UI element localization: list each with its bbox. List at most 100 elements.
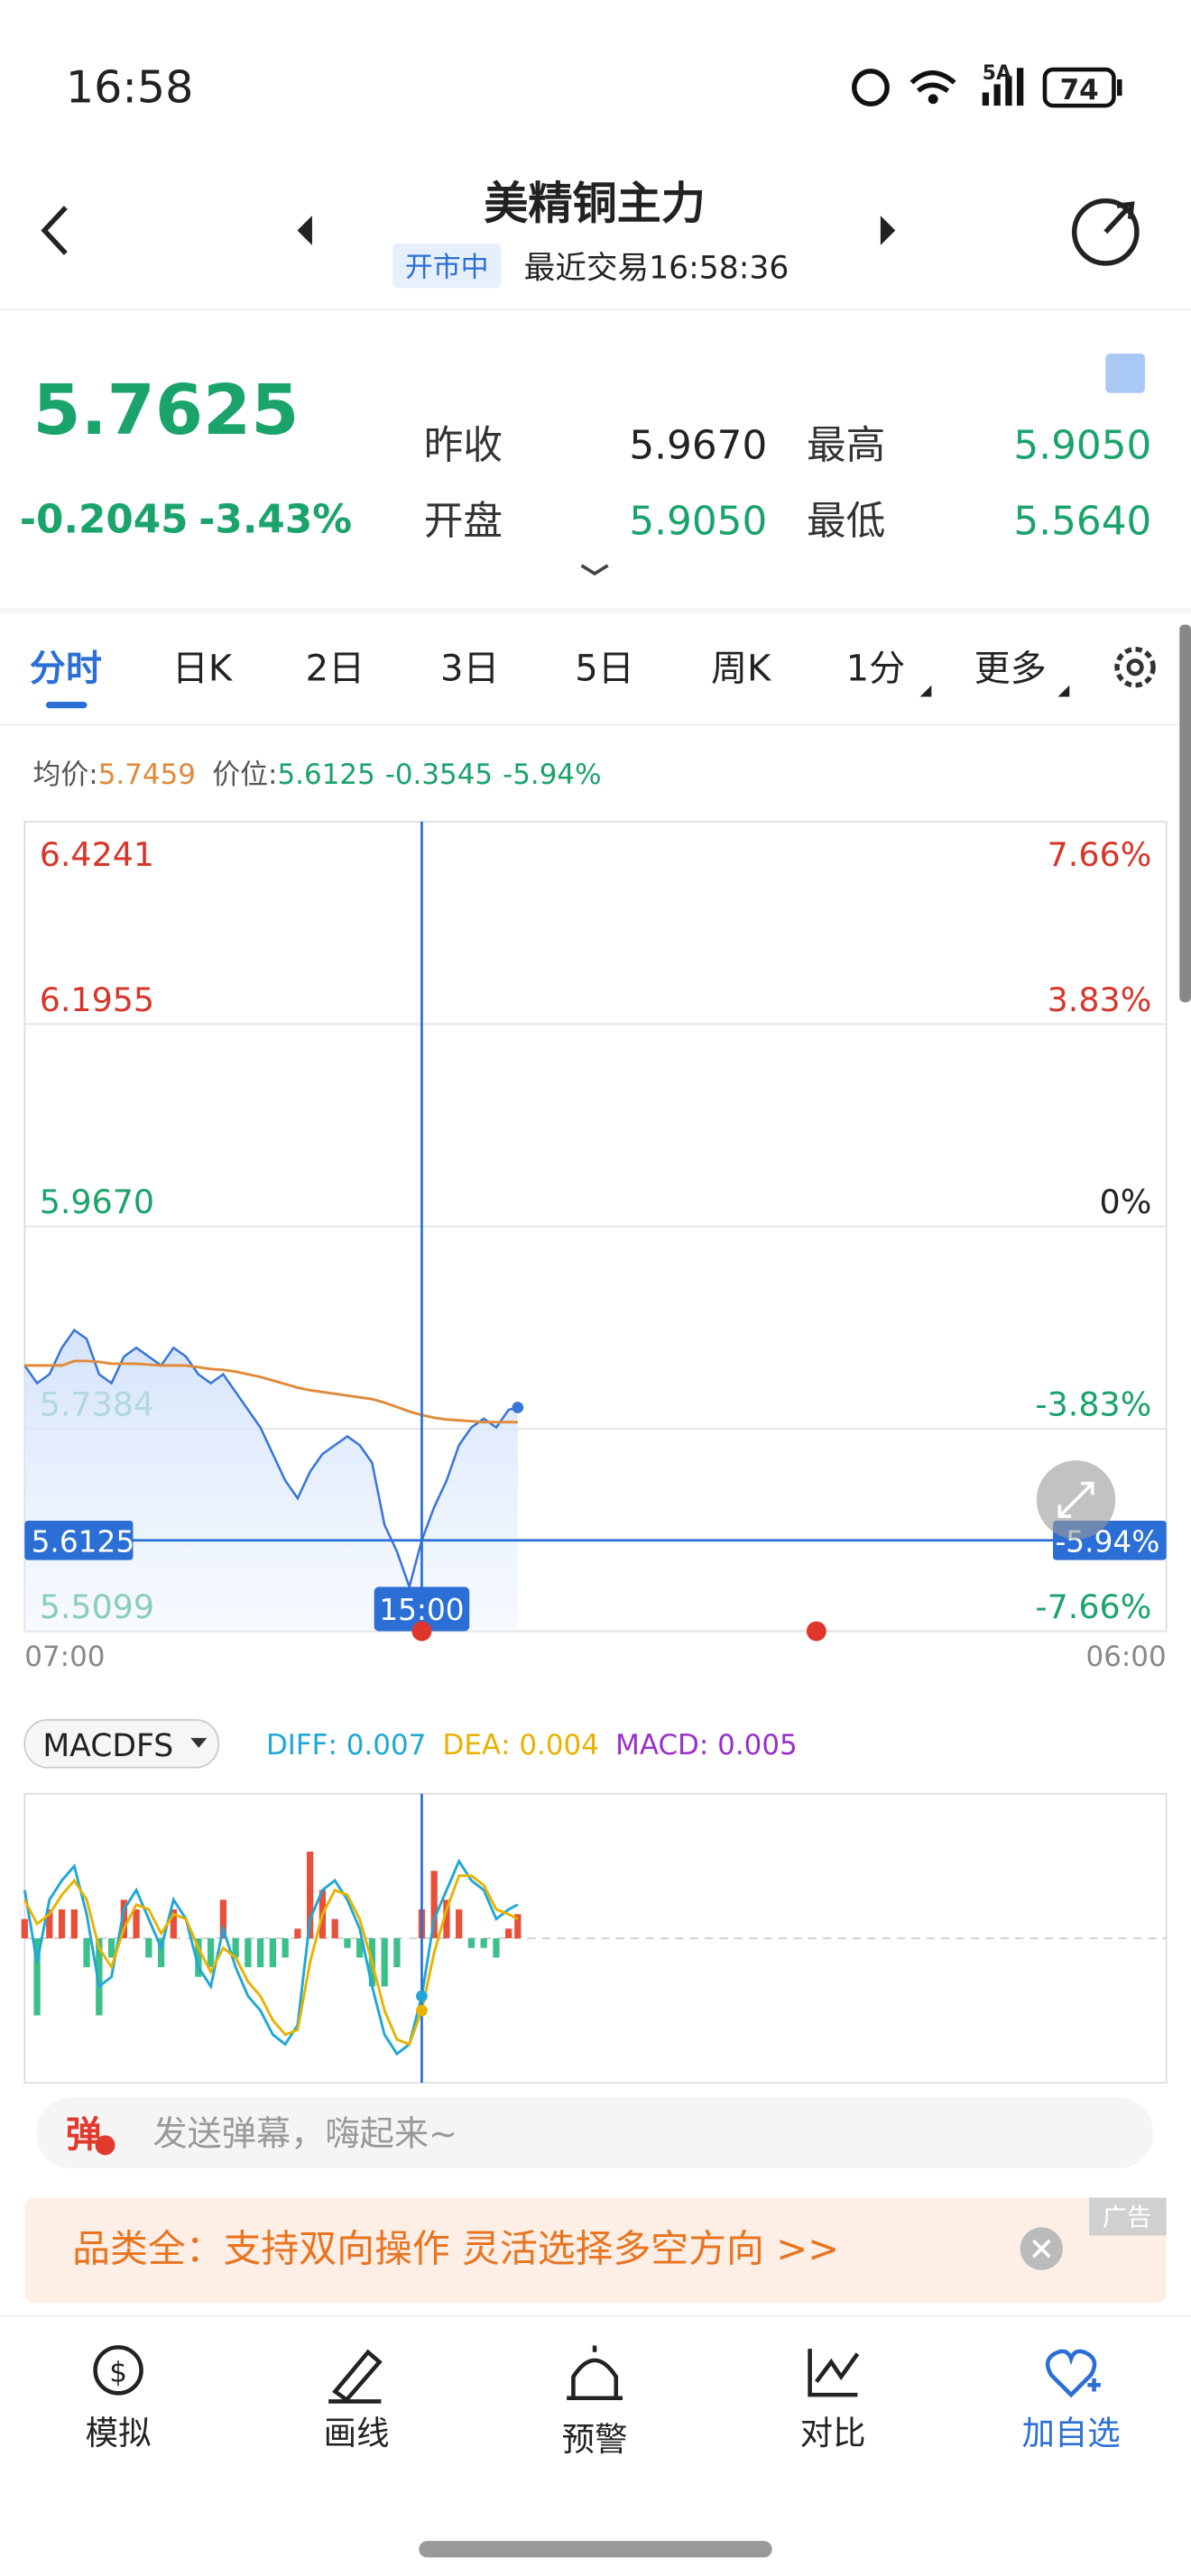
tab[interactable]: 5日 (575, 648, 634, 689)
macd-bar (245, 1937, 252, 1968)
nav-item[interactable]: 模拟 (86, 2414, 152, 2452)
nav-item[interactable]: 画线 (324, 2414, 390, 2452)
field-label: 昨收 (424, 423, 503, 469)
macd-bar (505, 1928, 512, 1938)
crosshair-dot (416, 2004, 428, 2017)
network-label: 5A (983, 62, 1011, 85)
macd-bar (96, 1937, 103, 2016)
macd-bar (393, 1937, 401, 1968)
nav-item[interactable]: 预警 (562, 2420, 628, 2459)
settings-button[interactable] (1114, 647, 1156, 688)
macd-bar (33, 1937, 41, 2016)
crosshair-time-box (374, 1587, 470, 1632)
tab[interactable]: 更多 (974, 648, 1047, 689)
tab[interactable]: 周K (711, 648, 772, 689)
field-label: 最低 (807, 498, 885, 544)
nav-icons: $ (93, 2345, 1101, 2404)
tab[interactable]: 分时 (30, 648, 102, 689)
nav-item[interactable]: 对比 (800, 2414, 866, 2452)
y-tick-label: 6.1955 (40, 980, 154, 1019)
status-tag-bg (392, 244, 502, 289)
home-indicator (419, 2541, 772, 2558)
macd-bar (356, 1937, 364, 1958)
prev-button[interactable] (297, 216, 312, 245)
tab-bar: 分时 日K 2日 3日 5日 周K 1分 更多 (30, 648, 1070, 697)
macd-bar (307, 1851, 314, 1938)
danmaku-badge: 弹 (66, 2114, 102, 2156)
status-time: 16:58 (66, 60, 194, 113)
danmaku-placeholder[interactable]: 发送弹幕，嗨起来~ (152, 2114, 457, 2154)
field-value: 5.9050 (1013, 423, 1151, 469)
ad-tag-bg (1089, 2197, 1167, 2236)
tab[interactable]: 1分 (846, 648, 906, 689)
field-label: 开盘 (424, 498, 503, 544)
legend-sep: : (328, 1729, 346, 1762)
macd-chart (21, 1793, 1167, 2084)
macd-bar (232, 1937, 239, 1958)
last-trade: 最近交易16:58:36 (524, 250, 789, 286)
back-button[interactable] (41, 206, 68, 255)
field-value: 5.9670 (629, 423, 767, 469)
macd-line (23, 1874, 519, 2047)
macd-bar (294, 1928, 301, 1938)
ad-text[interactable]: 品类全：支持双向操作 灵活选择多空方向 >> (72, 2227, 839, 2271)
legend-name: MACD (615, 1729, 699, 1762)
macd-bar (344, 1937, 351, 1948)
macd-bar (467, 1937, 475, 1948)
expand-arrow[interactable] (580, 564, 609, 576)
danmaku-input[interactable] (36, 2097, 1154, 2168)
macd-bar (107, 1937, 115, 1958)
nav-item[interactable]: 加自选 (1021, 2414, 1120, 2452)
dropdown-corner (919, 685, 932, 697)
ad-close[interactable] (1020, 2227, 1063, 2270)
change: -0.2045 (20, 496, 189, 542)
avg-value: 5.7459 (98, 759, 196, 791)
status-tag: 开市中 (405, 251, 489, 283)
y2-tick-label: -3.83% (1036, 1385, 1152, 1424)
macd-bar (456, 1909, 463, 1938)
battery-label: 74 (1060, 74, 1099, 106)
legend-name: DEA (443, 1729, 502, 1762)
macd-bar (331, 1918, 338, 1938)
status-icons (852, 67, 1122, 108)
macd-bar (21, 1918, 28, 1938)
fullscreen-icon (1057, 1481, 1094, 1518)
tab[interactable]: 2日 (306, 648, 365, 689)
y2-tick-label: -7.66% (1036, 1587, 1152, 1626)
macd-bar (120, 1900, 127, 1938)
legend-value: 0.004 (519, 1729, 599, 1762)
indicator-selector[interactable] (23, 1718, 220, 1769)
change-pct: -3.43% (198, 496, 352, 542)
macd-bar (195, 1937, 202, 1977)
header-title: 美精铜主力 (484, 178, 706, 230)
tab-indicator (45, 702, 88, 709)
series-line (24, 1359, 518, 1424)
macd-bar (133, 1909, 140, 1938)
price-area (24, 1329, 518, 1632)
macd-bar (480, 1937, 487, 1948)
chart-icon[interactable] (1105, 354, 1146, 393)
tab[interactable]: 日K (172, 648, 234, 689)
legend-name: DIFF (266, 1729, 328, 1762)
crosshair-price: 5.6125 (32, 1525, 135, 1559)
macd-bar (282, 1937, 289, 1958)
field-label: 最高 (807, 423, 885, 469)
macd-bar (443, 1900, 450, 1938)
macd-bar (381, 1937, 388, 1987)
event-dot (411, 1621, 432, 1642)
x-axis-start: 07:00 (24, 1641, 105, 1673)
legend-value: 0.005 (717, 1729, 798, 1762)
cross-change: -0.3545 (385, 759, 493, 791)
tab[interactable]: 3日 (440, 648, 500, 689)
macd-bar (83, 1937, 90, 1968)
ad-banner[interactable] (24, 2197, 1167, 2304)
macd-bar (269, 1937, 277, 1968)
next-button[interactable] (880, 216, 896, 245)
crosshair-price-box (24, 1520, 134, 1560)
macd-bar (145, 1937, 152, 1958)
refresh-button[interactable] (1072, 198, 1140, 266)
macd-bar (58, 1909, 66, 1938)
indicator-name[interactable]: MACDFS (42, 1728, 173, 1764)
